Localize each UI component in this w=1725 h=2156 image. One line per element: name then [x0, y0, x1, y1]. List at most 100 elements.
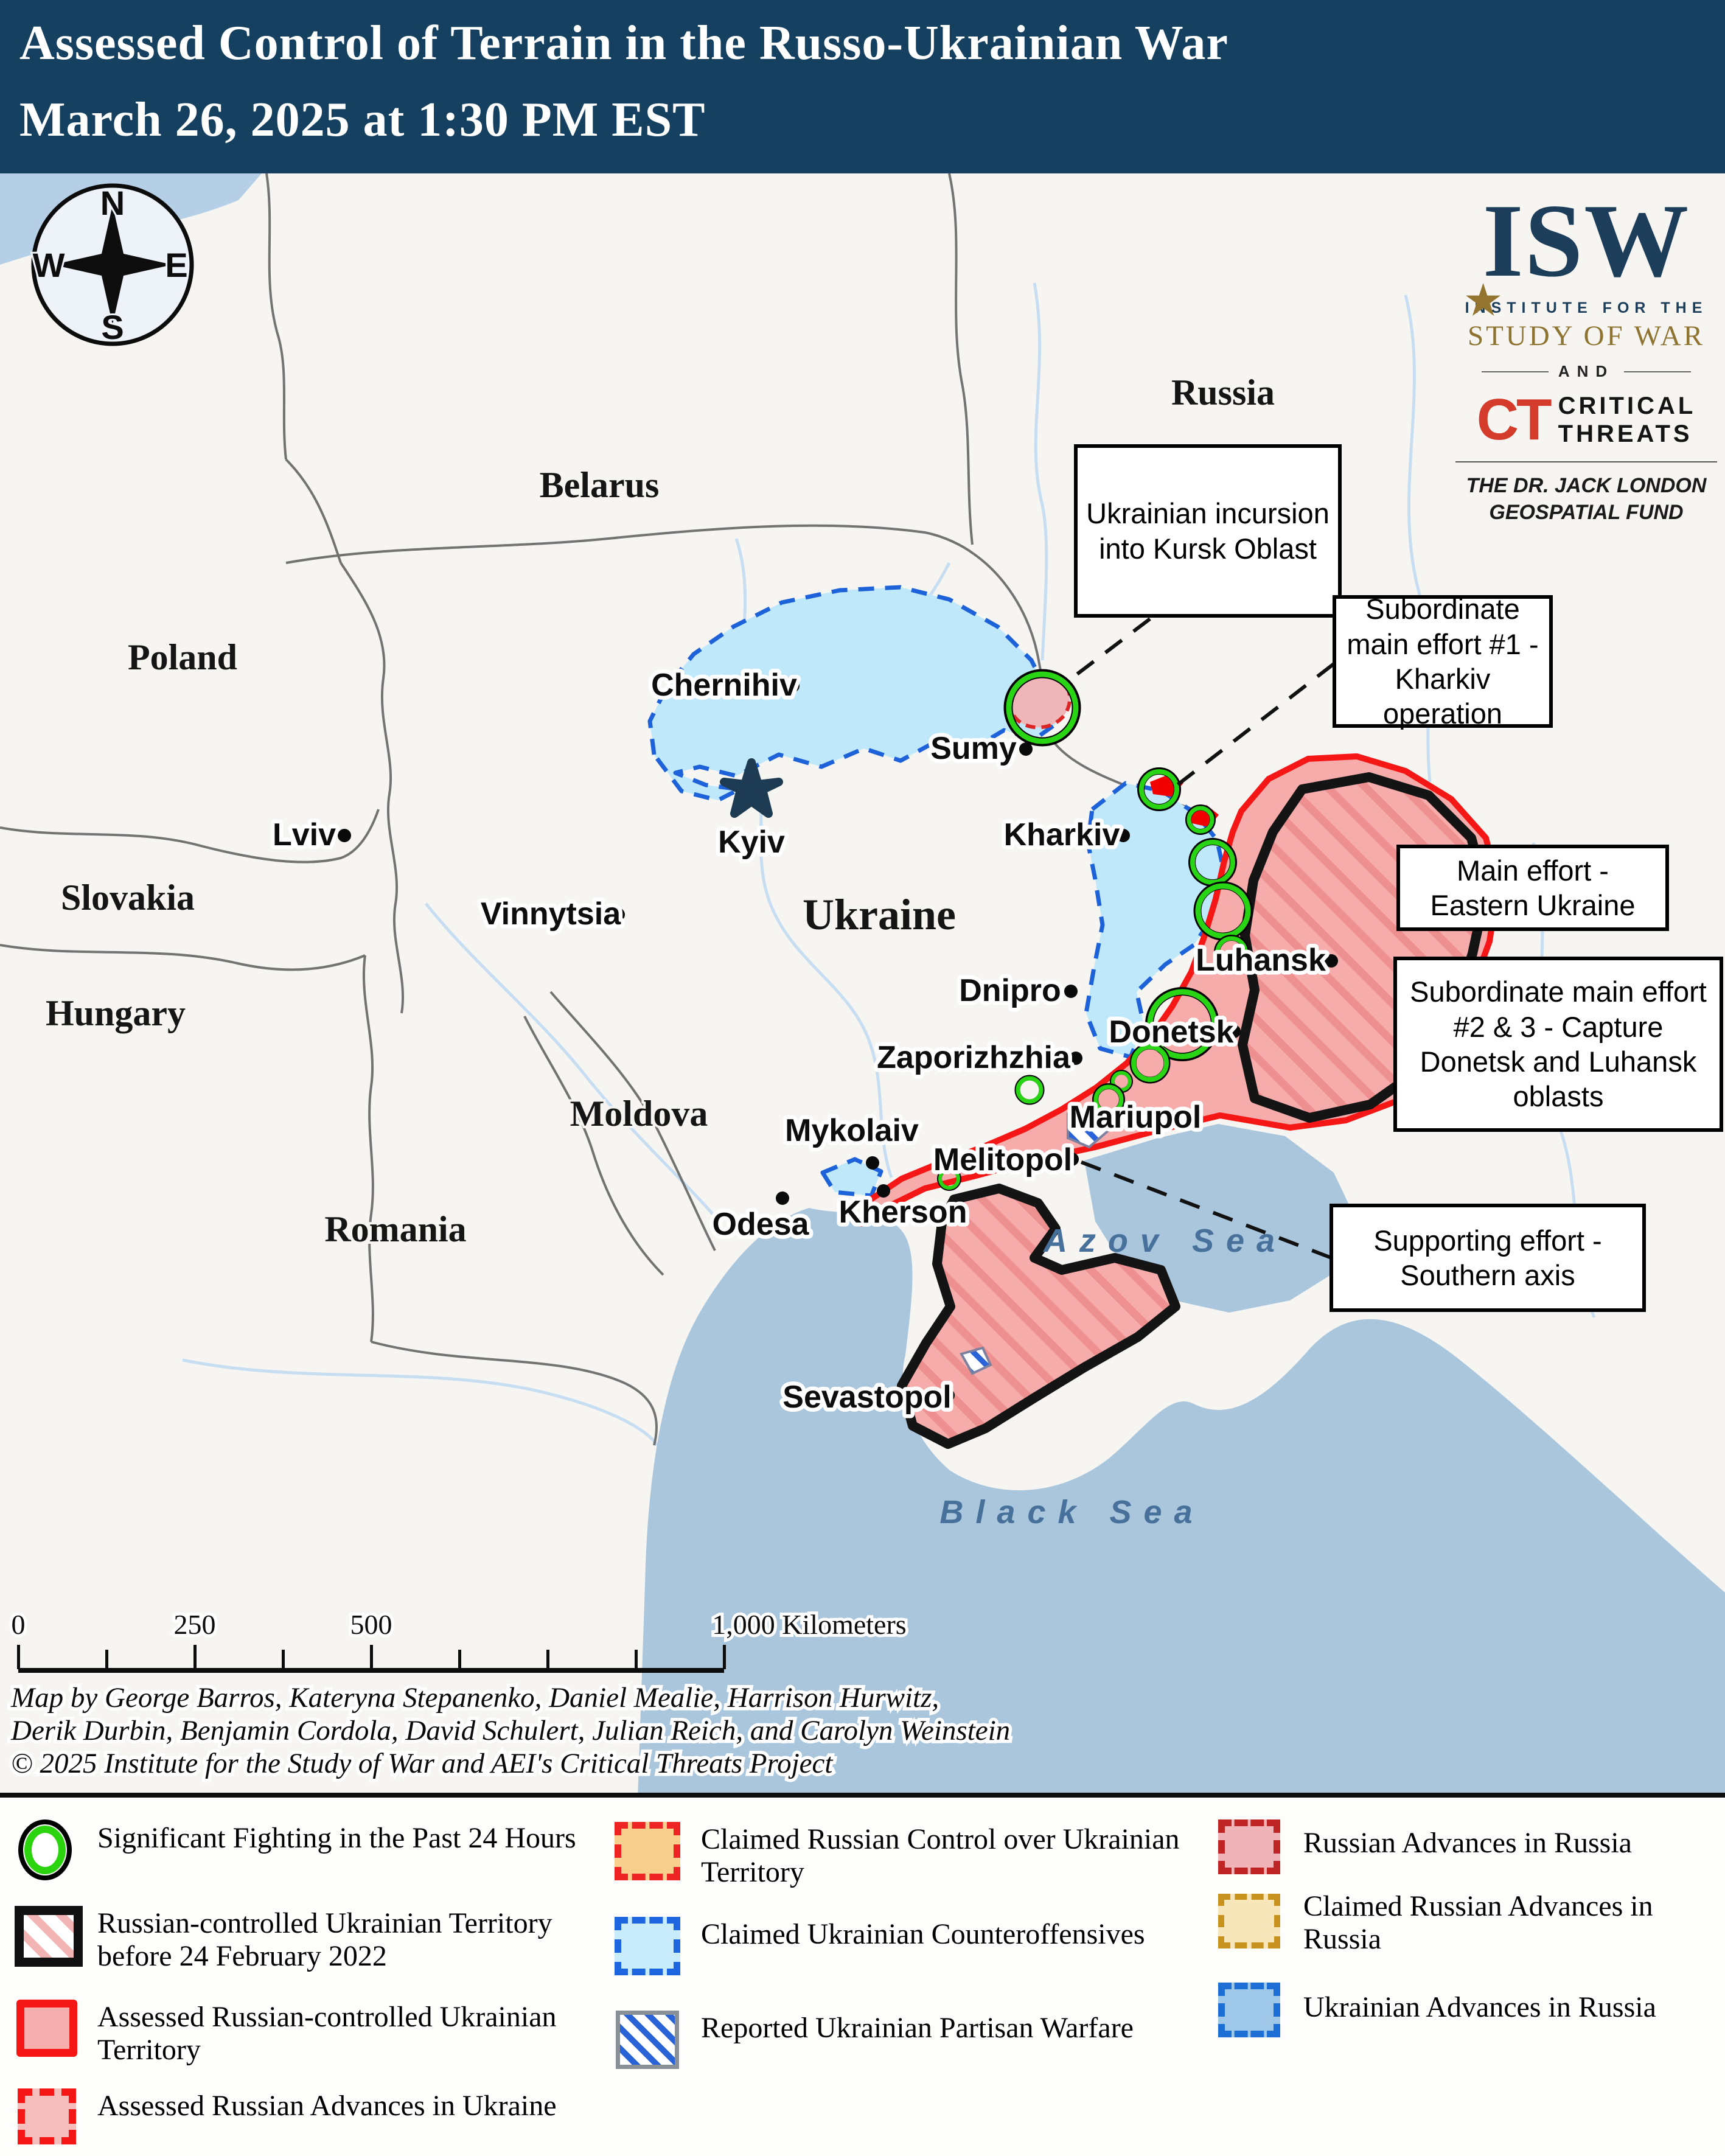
city-dot-vinnytsia	[612, 908, 625, 921]
city-dot-mariupol	[1190, 1110, 1203, 1123]
legend-label-partisan-warfare: Reported Ukrainian Partisan Warfare	[701, 2012, 1134, 2044]
isw-star-icon: ★	[1465, 279, 1503, 323]
fighting-circle	[1188, 838, 1237, 887]
legend-swatch-claimed-ukrainian-counteroffensives	[615, 1917, 680, 1975]
country-label-russia: Russia	[1171, 372, 1275, 413]
callout-kursk-incursion: Ukrainian incursion into Kursk Oblast	[1074, 444, 1342, 618]
compass-star	[53, 205, 172, 324]
ct-word-critical: CRITICAL	[1558, 392, 1696, 419]
legend-label-russian-advances-ukraine: Assessed Russian Advances in Ukraine	[97, 2090, 557, 2122]
title-bar: Assessed Control of Terrain in the Russo…	[0, 0, 1725, 173]
fighting-circle	[1193, 881, 1253, 941]
city-dots	[338, 679, 1338, 1402]
legend-label-claimed-russian-advances-russia: Claimed Russian Advances in Russia	[1303, 1890, 1653, 1956]
and-rule-right	[1624, 371, 1692, 372]
geospatial-fund-credit: THE DR. JACK LONDON GEOSPATIAL FUND	[1455, 472, 1717, 526]
fighting-circle	[1014, 1075, 1045, 1105]
legend-label-ukrainian-advances-russia: Ukrainian Advances in Russia	[1303, 1991, 1656, 2023]
city-dot-luhansk	[1325, 954, 1338, 968]
callout-main-effort-text: Main effort - Eastern Ukraine	[1430, 854, 1636, 921]
city-label-sevastopol: Sevastopol	[782, 1380, 951, 1415]
callout-kursk-incursion-text: Ukrainian incursion into Kursk Oblast	[1086, 497, 1329, 565]
scale-label-500: 500	[350, 1609, 392, 1640]
legend-swatch-claimed-russian-control	[615, 1822, 680, 1880]
country-label-romania: Romania	[324, 1209, 466, 1249]
fighting-circle	[1214, 935, 1249, 970]
scale-label-250: 250	[174, 1609, 216, 1640]
legend-label-significant-fighting: Significant Fighting in the Past 24 Hour…	[97, 1822, 576, 1854]
scale-bar: 0 250 500 1,000 Kilometers	[9, 1606, 910, 1673]
legend-swatch-assessed-russian-controlled	[16, 2000, 77, 2057]
city-dot-dnipro	[1064, 985, 1078, 998]
page-title: Assessed Control of Terrain in the Russo…	[19, 16, 1228, 70]
legend: Significant Fighting in the Past 24 Hour…	[0, 1798, 1725, 2156]
city-label-luhansk: Luhansk	[1196, 943, 1326, 978]
fighting-circle	[1137, 767, 1181, 811]
city-label-kharkiv: Kharkiv	[1004, 817, 1120, 853]
sea-label-black: Black Sea	[939, 1494, 1204, 1530]
legend-swatch-partisan-warfare	[616, 2011, 679, 2069]
callout-supporting-effort-southern-text: Supporting effort - Southern axis	[1373, 1224, 1602, 1291]
fighting-circle	[1185, 804, 1216, 835]
compass-rose: N E S W	[31, 182, 194, 348]
legend-label-assessed-russian-controlled: Assessed Russian-controlled Ukrainian Te…	[97, 2001, 557, 2067]
and-text: AND	[1558, 362, 1615, 380]
legend-swatch-ukrainian-advances-russia	[1218, 1983, 1280, 2037]
city-label-mykolaiv: Mykolaiv	[785, 1113, 919, 1148]
critical-threats-logo: CT CRITICAL THREATS	[1455, 386, 1717, 452]
city-label-donetsk: Donetsk	[1109, 1014, 1233, 1050]
fighting-circle	[937, 1167, 961, 1191]
page-subtitle-date: March 26, 2025 at 1:30 PM EST	[19, 93, 706, 147]
country-label-poland: Poland	[128, 637, 237, 677]
legend-label-pre-2022-territory: Russian-controlled Ukrainian Territory b…	[97, 1907, 552, 1973]
city-label-kyiv: Kyiv	[718, 825, 785, 860]
country-label-slovakia: Slovakia	[61, 877, 195, 918]
callout-subordinate-effort-1-text: Subordinate main effort #1 - Kharkiv ope…	[1347, 593, 1539, 730]
legend-swatch-pre-2022-territory	[15, 1906, 83, 1967]
legend-label-claimed-ukrainian-counteroffensives: Claimed Ukrainian Counteroffensives	[701, 1918, 1145, 1950]
ukrainian-partisan-warfare-areas	[960, 1103, 1112, 1375]
city-dot-sumy	[1019, 742, 1033, 756]
isw-institute-line: INSTITUTE FOR THE	[1465, 299, 1708, 316]
isw-wordmark: ISW ★	[1455, 189, 1717, 321]
city-label-zaporizhzhia: Zaporizhzhia	[877, 1040, 1071, 1075]
fighting-circle	[1003, 669, 1081, 747]
country-label-moldova: Moldova	[570, 1094, 708, 1134]
critical-threats-words: CRITICAL THREATS	[1558, 392, 1696, 448]
logo-divider	[1455, 461, 1717, 462]
legend-swatch-russian-advances-russia	[1218, 1819, 1280, 1874]
country-label-belarus: Belarus	[540, 465, 660, 505]
city-label-chernihiv: Chernihiv	[651, 668, 797, 703]
city-label-lviv: Lviv	[273, 817, 336, 853]
attribution-line-3: © 2025 Institute for the Study of War an…	[11, 1748, 833, 1779]
fighting-circle	[1145, 987, 1219, 1061]
legend-label-claimed-russian-control: Claimed Russian Control over Ukrainian T…	[701, 1823, 1180, 1889]
sea-label-azov: Azov Sea	[1042, 1223, 1287, 1259]
city-dot-zaporizhzhia	[1069, 1052, 1082, 1065]
city-label-sumy: Sumy	[930, 731, 1017, 766]
city-dot-sevastopol	[941, 1389, 955, 1402]
compass-s: S	[101, 308, 124, 346]
and-rule-left	[1481, 371, 1549, 372]
city-label-vinnytsia: Vinnytsia	[481, 896, 621, 932]
legend-swatch-claimed-russian-advances-russia	[1218, 1894, 1280, 1948]
ct-word-threats: THREATS	[1558, 420, 1693, 447]
isw-study-of-war-line: STUDY OF WAR	[1467, 320, 1706, 352]
legend-separator-line	[0, 1793, 1725, 1798]
scale-label-0: 0	[12, 1609, 26, 1640]
city-dot-lviv	[338, 829, 351, 842]
city-label-mariupol: Mariupol	[1070, 1100, 1202, 1135]
scale-label-1000km: 1,000 Kilometers	[712, 1609, 906, 1640]
city-dot-mykolaiv	[866, 1156, 879, 1170]
fighting-circle	[1092, 1083, 1125, 1116]
city-dot-kharkiv	[1117, 829, 1130, 842]
fighting-circle	[1129, 1042, 1171, 1084]
city-label-odesa: Odesa	[713, 1207, 810, 1242]
black-sea	[638, 1208, 1725, 1798]
ct-monogram: CT	[1476, 386, 1552, 452]
country-label-hungary: Hungary	[46, 993, 186, 1033]
attribution-line-2: Derik Durbin, Benjamin Cordola, David Sc…	[10, 1715, 1010, 1746]
callout-subordinate-effort-1: Subordinate main effort #1 - Kharkiv ope…	[1333, 593, 1553, 730]
country-label-ukraine: Ukraine	[803, 890, 956, 939]
